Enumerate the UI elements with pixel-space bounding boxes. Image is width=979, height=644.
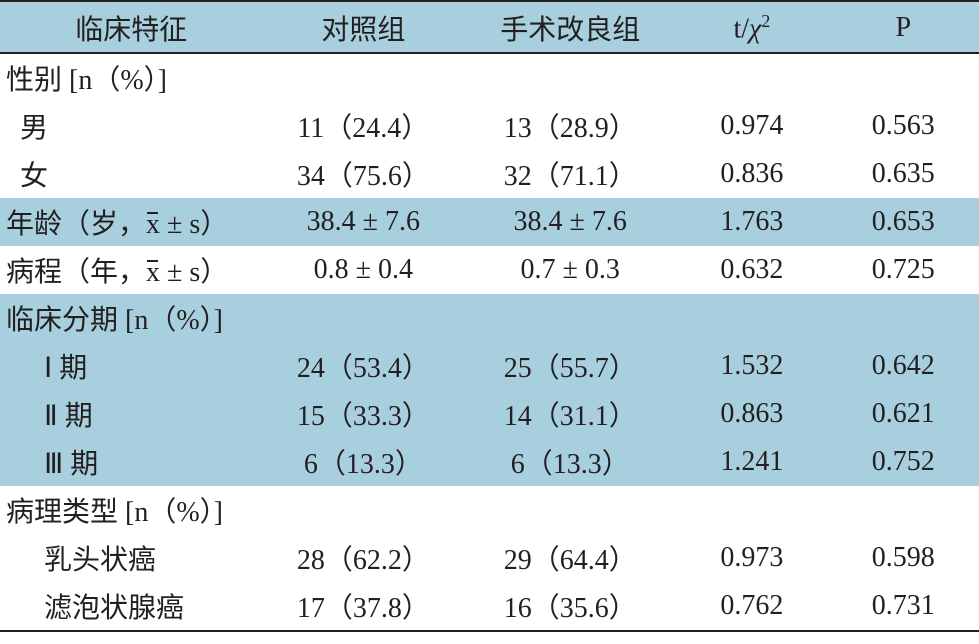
cell-control: 6（13.3） — [262, 438, 464, 486]
cell-stat: 0.974 — [676, 102, 827, 150]
row-label: 男 — [0, 102, 262, 150]
table-row: 滤泡状腺癌17（37.8）16（35.6）0.7620.731 — [0, 582, 979, 631]
cell-p: 0.635 — [828, 150, 979, 198]
cell-control: 17（37.8） — [262, 582, 464, 631]
cell-p: 0.725 — [828, 246, 979, 294]
cell-surgery: 6（13.3） — [464, 438, 676, 486]
cell-p: 0.642 — [828, 342, 979, 390]
cell-surgery: 16（35.6） — [464, 582, 676, 631]
cell-p: 0.653 — [828, 198, 979, 246]
cell-surgery: 25（55.7） — [464, 342, 676, 390]
row-label: Ⅱ 期 — [0, 390, 262, 438]
cell-p: 0.731 — [828, 582, 979, 631]
cell-stat: 1.241 — [676, 438, 827, 486]
header-stat: t/χ2 — [676, 1, 827, 53]
group-label: 性别 [n（%）] — [0, 53, 262, 102]
cell-stat: 1.763 — [676, 198, 827, 246]
cell-stat: 0.973 — [676, 534, 827, 582]
table-row: 男11（24.4）13（28.9）0.9740.563 — [0, 102, 979, 150]
empty-cell — [262, 486, 464, 534]
cell-control: 11（24.4） — [262, 102, 464, 150]
clinical-features-table: 临床特征 对照组 手术改良组 t/χ2 P 性别 [n（%）]男11（24.4）… — [0, 0, 979, 632]
empty-cell — [262, 294, 464, 342]
table-row: Ⅲ 期6（13.3）6（13.3）1.2410.752 — [0, 438, 979, 486]
empty-cell — [464, 486, 676, 534]
table-row: Ⅰ 期24（53.4）25（55.7）1.5320.642 — [0, 342, 979, 390]
row-label: Ⅲ 期 — [0, 438, 262, 486]
row-label: 年龄（岁，x ± s） — [0, 198, 262, 246]
header-row: 临床特征 对照组 手术改良组 t/χ2 P — [0, 1, 979, 53]
empty-cell — [464, 294, 676, 342]
empty-cell — [676, 53, 827, 102]
cell-p: 0.752 — [828, 438, 979, 486]
cell-stat: 0.762 — [676, 582, 827, 631]
cell-stat: 0.863 — [676, 390, 827, 438]
cell-control: 0.8 ± 0.4 — [262, 246, 464, 294]
row-label: 滤泡状腺癌 — [0, 582, 262, 631]
row-label: 病程（年，x ± s） — [0, 246, 262, 294]
table-body: 性别 [n（%）]男11（24.4）13（28.9）0.9740.563女34（… — [0, 53, 979, 631]
empty-cell — [828, 294, 979, 342]
cell-stat: 0.632 — [676, 246, 827, 294]
cell-surgery: 32（71.1） — [464, 150, 676, 198]
cell-surgery: 0.7 ± 0.3 — [464, 246, 676, 294]
table-row: 病程（年，x ± s）0.8 ± 0.40.7 ± 0.30.6320.725 — [0, 246, 979, 294]
group-label: 病理类型 [n（%）] — [0, 486, 262, 534]
group-label: 临床分期 [n（%）] — [0, 294, 262, 342]
cell-p: 0.621 — [828, 390, 979, 438]
empty-cell — [828, 486, 979, 534]
table-row: 年龄（岁，x ± s）38.4 ± 7.638.4 ± 7.61.7630.65… — [0, 198, 979, 246]
group-header-row: 病理类型 [n（%）] — [0, 486, 979, 534]
cell-stat: 0.836 — [676, 150, 827, 198]
cell-surgery: 38.4 ± 7.6 — [464, 198, 676, 246]
cell-control: 28（62.2） — [262, 534, 464, 582]
cell-stat: 1.532 — [676, 342, 827, 390]
header-feature: 临床特征 — [0, 1, 262, 53]
table-row: Ⅱ 期15（33.3）14（31.1）0.8630.621 — [0, 390, 979, 438]
empty-cell — [676, 294, 827, 342]
cell-control: 24（53.4） — [262, 342, 464, 390]
cell-surgery: 29（64.4） — [464, 534, 676, 582]
empty-cell — [262, 53, 464, 102]
group-header-row: 临床分期 [n（%）] — [0, 294, 979, 342]
header-p: P — [828, 1, 979, 53]
cell-control: 38.4 ± 7.6 — [262, 198, 464, 246]
row-label: Ⅰ 期 — [0, 342, 262, 390]
table-row: 乳头状癌28（62.2）29（64.4）0.9730.598 — [0, 534, 979, 582]
row-label: 女 — [0, 150, 262, 198]
cell-control: 15（33.3） — [262, 390, 464, 438]
empty-cell — [464, 53, 676, 102]
cell-control: 34（75.6） — [262, 150, 464, 198]
group-header-row: 性别 [n（%）] — [0, 53, 979, 102]
empty-cell — [676, 486, 827, 534]
cell-surgery: 13（28.9） — [464, 102, 676, 150]
empty-cell — [828, 53, 979, 102]
header-surgery: 手术改良组 — [464, 1, 676, 53]
header-control: 对照组 — [262, 1, 464, 53]
cell-p: 0.563 — [828, 102, 979, 150]
cell-p: 0.598 — [828, 534, 979, 582]
cell-surgery: 14（31.1） — [464, 390, 676, 438]
table-row: 女34（75.6）32（71.1）0.8360.635 — [0, 150, 979, 198]
table: 临床特征 对照组 手术改良组 t/χ2 P 性别 [n（%）]男11（24.4）… — [0, 0, 979, 632]
row-label: 乳头状癌 — [0, 534, 262, 582]
